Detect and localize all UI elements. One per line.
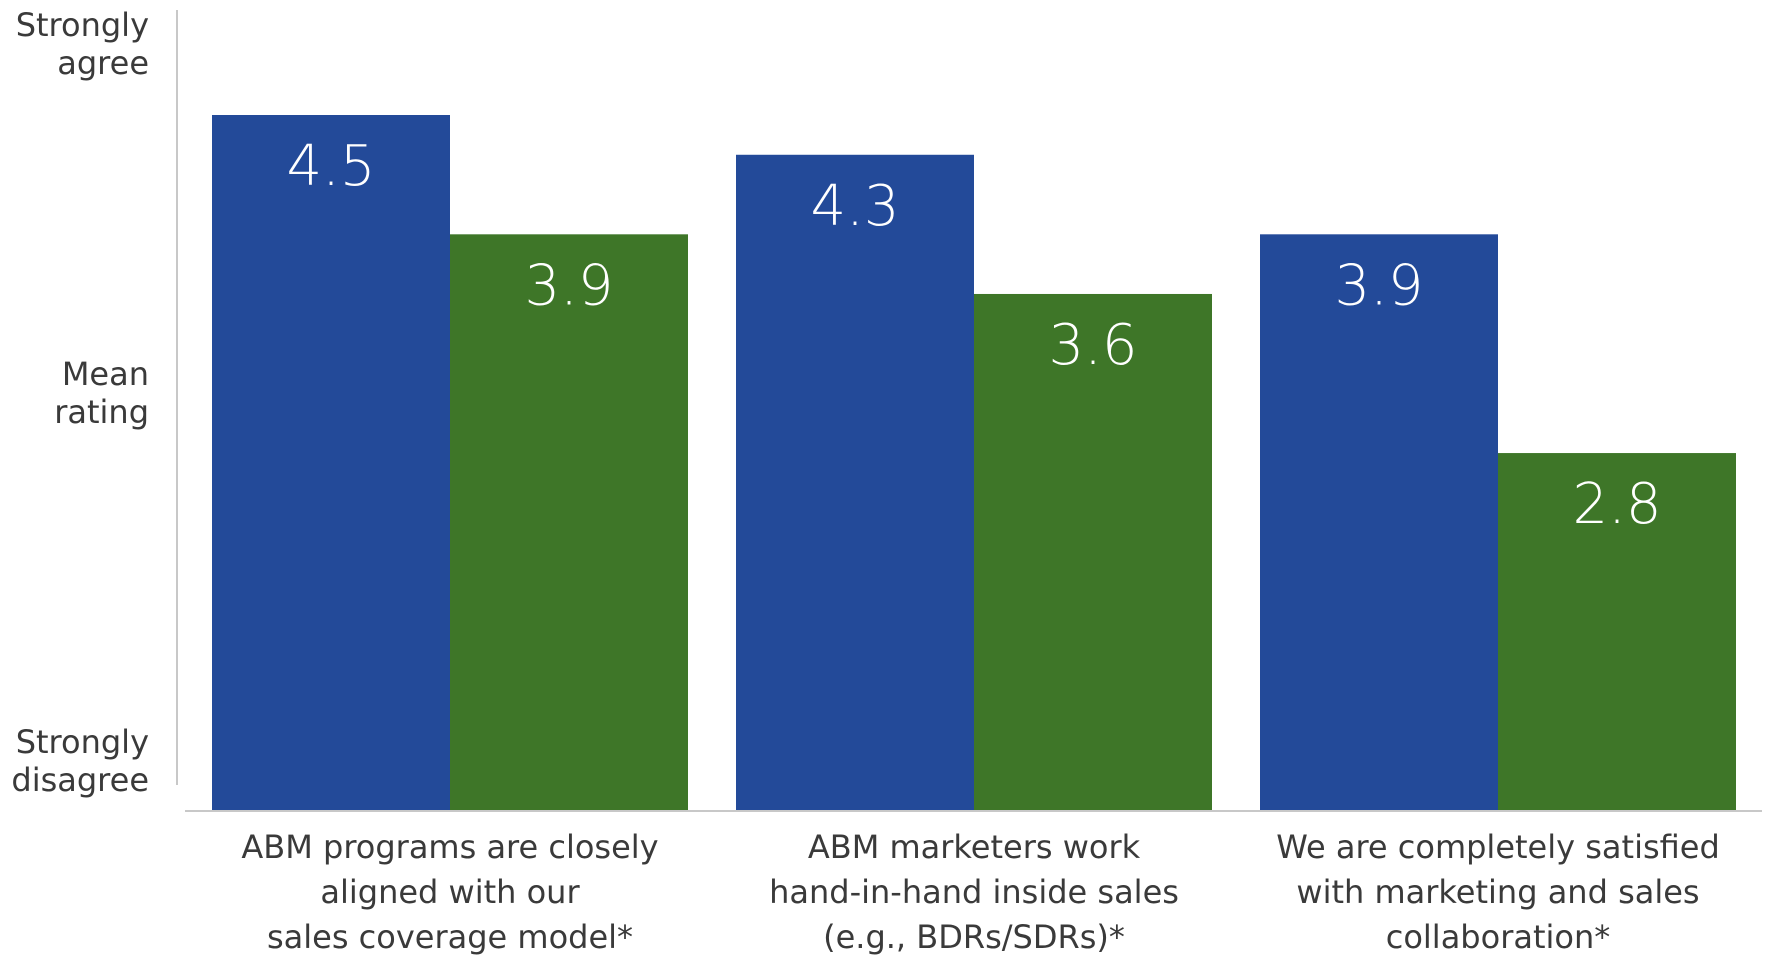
- y-label-strongly-agree: Strongly agree: [16, 6, 149, 82]
- x-label-category-3: We are completely satisfied with marketin…: [1276, 828, 1720, 955]
- x-label-category-2: ABM marketers work hand-in-hand inside sa…: [769, 828, 1179, 955]
- y-label-mean-rating: Mean rating: [54, 355, 149, 431]
- data-label-series2-3: 2.8: [1572, 472, 1661, 537]
- bar-series2-1: [450, 234, 688, 812]
- bar-series1-3: [1260, 234, 1498, 812]
- bar-series1-2: [736, 154, 974, 811]
- bars: 4.5 4.3 3.9 3.9 3.6 2.8: [212, 115, 1736, 812]
- y-axis-labels: Strongly agree Mean rating Strongly disagree: [11, 6, 149, 799]
- data-label-series2-2: 3.6: [1048, 313, 1137, 378]
- data-label-series1-1: 4.5: [286, 134, 375, 199]
- data-label-series1-2: 4.3: [810, 174, 899, 239]
- x-axis-labels: ABM programs are closely aligned with our…: [241, 828, 1719, 955]
- x-label-category-1: ABM programs are closely aligned with our…: [241, 828, 658, 955]
- bar-series2-3: [1498, 453, 1736, 811]
- bar-series1-1: [212, 115, 450, 811]
- data-label-series1-3: 3.9: [1334, 253, 1423, 318]
- data-label-series2-1: 3.9: [524, 253, 613, 318]
- bar-series2-2: [974, 293, 1212, 811]
- y-label-strongly-disagree: Strongly disagree: [11, 723, 149, 799]
